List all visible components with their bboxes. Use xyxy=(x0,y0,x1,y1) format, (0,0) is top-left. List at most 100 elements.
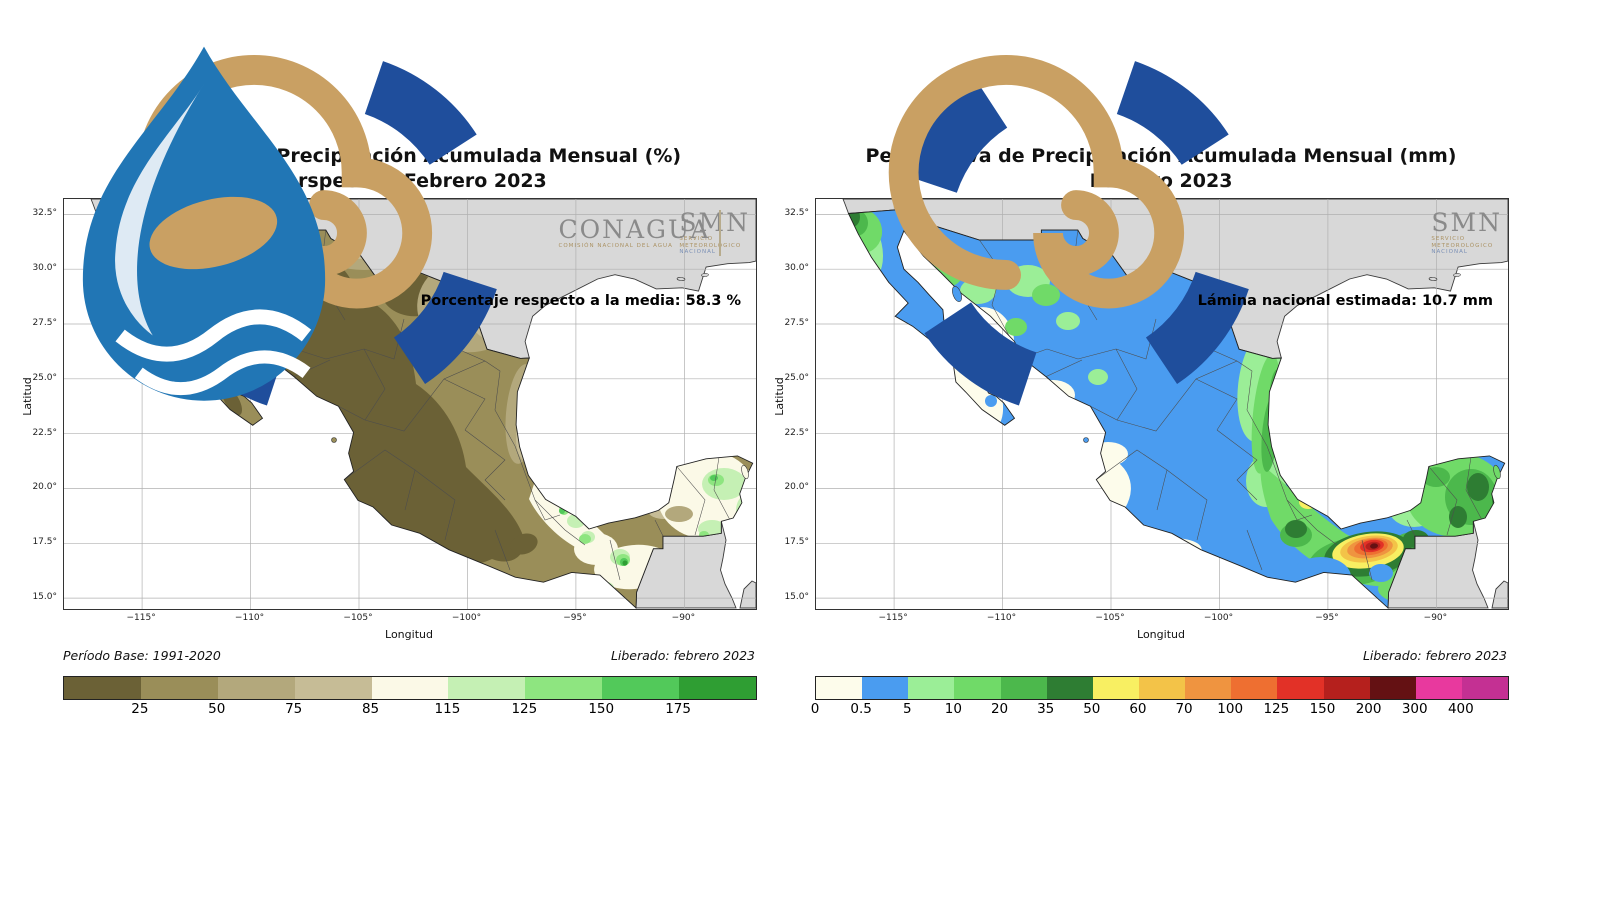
right-annotation-national-depth: Lámina nacional estimada: 10.7 mm xyxy=(1197,293,1493,309)
colorbar-segment xyxy=(1185,677,1232,699)
colorbar-tick-label: 5 xyxy=(902,701,912,717)
smn-subtitle-3: NACIONAL xyxy=(1431,249,1468,256)
y-tick-label: 20.0° xyxy=(784,482,809,493)
left-release-date: Liberado: febrero 2023 xyxy=(610,648,755,663)
smn-subtitle-1: SERVICIO xyxy=(1431,236,1466,243)
colorbar-segment xyxy=(294,677,372,699)
colorbar-tick-label: 125 xyxy=(1263,701,1290,717)
colorbar-segment xyxy=(1046,677,1093,699)
colorbar-tick-label: 20 xyxy=(990,701,1009,717)
colorbar-segment xyxy=(1323,677,1370,699)
y-tick-label: 15.0° xyxy=(784,592,809,603)
right-x-axis-label: Longitud xyxy=(1137,628,1185,641)
right-map-plot: CONAGUA COMISIÓN NACIONAL DEL AGUA SMN S… xyxy=(82,46,1509,610)
conagua-subtitle: COMISIÓN NACIONAL DEL AGUA xyxy=(558,242,673,249)
colorbar-segment xyxy=(217,677,295,699)
colorbar-segment xyxy=(602,677,680,699)
colorbar-tick-label: 50 xyxy=(208,701,226,717)
left-footer: Período Base: 1991-2020 Liberado: febrer… xyxy=(63,648,755,663)
x-tick-label: −105° xyxy=(1095,613,1125,623)
x-tick-label: −95° xyxy=(563,613,587,623)
x-tick-label: −115° xyxy=(126,613,156,623)
colorbar-segment xyxy=(1415,677,1462,699)
colorbar-tick-label: 0.5 xyxy=(850,701,872,717)
right-colorbar-labels: 0 0.5 5 10 20 35 50 60 70 100 125 150 200 300 400 xyxy=(811,701,1507,717)
right-logo-block: CONAGUA COMISIÓN NACIONAL DEL AGUA SMN S… xyxy=(0,46,1502,415)
y-tick-label: 27.5° xyxy=(784,318,809,328)
smn-name: SMN xyxy=(1431,208,1502,238)
smn-subtitle-1: SERVICIO xyxy=(679,236,714,243)
colorbar-segment xyxy=(64,677,141,699)
x-tick-label: −95° xyxy=(1315,613,1339,623)
right-release-date: Liberado: febrero 2023 xyxy=(1362,648,1507,663)
colorbar-segment xyxy=(448,677,526,699)
left-base-period: Período Base: 1991-2020 xyxy=(63,648,221,663)
x-tick-label: −110° xyxy=(234,613,265,623)
colorbar-segment xyxy=(679,677,757,699)
colorbar-segment xyxy=(1461,677,1509,699)
left-colorbar xyxy=(63,676,757,700)
colorbar-tick-label: 150 xyxy=(588,701,615,717)
colorbar-segment xyxy=(1369,677,1416,699)
colorbar-tick-label: 0 xyxy=(810,701,820,717)
x-tick-label: −115° xyxy=(878,613,908,623)
conagua-drop-icon xyxy=(82,46,325,401)
left-colorbar-labels: 25 50 75 85 115 125 150 175 xyxy=(63,701,755,717)
colorbar-segment xyxy=(1092,677,1139,699)
left-x-axis-ticks: −115° −110° −105° −100° −95° −90° xyxy=(63,613,755,627)
y-tick-label: 22.5° xyxy=(784,427,809,438)
colorbar-segment xyxy=(371,677,449,699)
y-tick-label: 25.0° xyxy=(32,372,57,383)
right-colorbar xyxy=(815,676,1509,700)
smn-subtitle-2: METEOROLÓGICO xyxy=(679,242,742,249)
y-tick-label: 27.5° xyxy=(32,318,57,328)
smn-wordmark: SMN SERVICIO METEOROLÓGICO NACIONAL xyxy=(1431,210,1502,256)
y-tick-label: 22.5° xyxy=(32,427,57,438)
colorbar-tick-label: 150 xyxy=(1309,701,1336,717)
conagua-wordmark: CONAGUA COMISIÓN NACIONAL DEL AGUA xyxy=(558,214,711,250)
colorbar-segment xyxy=(908,677,955,699)
y-tick-label: 20.0° xyxy=(32,482,57,493)
right-y-axis-ticks: 32.5° 30.0° 27.5° 25.0° 22.5° 20.0° 17.5° 15.0° xyxy=(769,198,813,608)
conagua-name: CONAGUA xyxy=(558,214,711,244)
colorbar-tick-label: 70 xyxy=(1175,701,1193,717)
right-title-line1: Perspectiva de Precipitación Acumulada M… xyxy=(865,145,1457,167)
left-annotation-mean-percentage: Porcentaje respecto a la media: 58.3 % xyxy=(420,293,741,309)
colorbar-tick-label: 60 xyxy=(1129,701,1147,717)
x-tick-label: −110° xyxy=(986,613,1017,623)
colorbar-segment xyxy=(1277,677,1324,699)
y-tick-label: 17.5° xyxy=(32,537,57,548)
left-x-axis-label: Longitud xyxy=(385,628,433,641)
y-tick-label: 25.0° xyxy=(784,372,809,383)
y-tick-label: 32.5° xyxy=(784,208,809,219)
smn-subtitle-3: NACIONAL xyxy=(679,249,716,256)
colorbar-tick-label: 100 xyxy=(1217,701,1244,717)
y-tick-label: 30.0° xyxy=(784,263,809,274)
x-tick-label: −100° xyxy=(1203,613,1234,623)
right-x-axis-ticks: −115° −110° −105° −100° −95° −90° xyxy=(815,613,1507,627)
colorbar-tick-label: 25 xyxy=(131,701,149,717)
colorbar-tick-label: 115 xyxy=(434,701,461,717)
colorbar-tick-label: 300 xyxy=(1401,701,1428,717)
colorbar-tick-label: 85 xyxy=(361,701,380,717)
colorbar-tick-label: 75 xyxy=(285,701,303,717)
colorbar-segment xyxy=(862,677,909,699)
colorbar-tick-label: 10 xyxy=(944,701,962,717)
colorbar-tick-label: 50 xyxy=(1083,701,1101,717)
y-tick-label: 17.5° xyxy=(784,537,809,548)
smn-spiral-icon xyxy=(889,51,1259,415)
logo-divider xyxy=(719,210,722,256)
colorbar-segment xyxy=(1138,677,1186,699)
colorbar-segment xyxy=(140,677,218,699)
x-tick-label: −105° xyxy=(343,613,373,623)
colorbar-tick-label: 125 xyxy=(511,701,538,717)
x-tick-label: −100° xyxy=(451,613,482,623)
smn-wordmark: SMN SERVICIO METEOROLÓGICO NACIONAL xyxy=(679,210,750,256)
right-footer: Liberado: febrero 2023 xyxy=(815,648,1507,663)
x-tick-label: −90° xyxy=(671,613,696,623)
smn-subtitle-2: METEOROLÓGICO xyxy=(1431,242,1494,249)
colorbar-tick-label: 175 xyxy=(665,701,691,717)
colorbar-segment xyxy=(1231,677,1278,699)
colorbar-segment xyxy=(1000,677,1047,699)
